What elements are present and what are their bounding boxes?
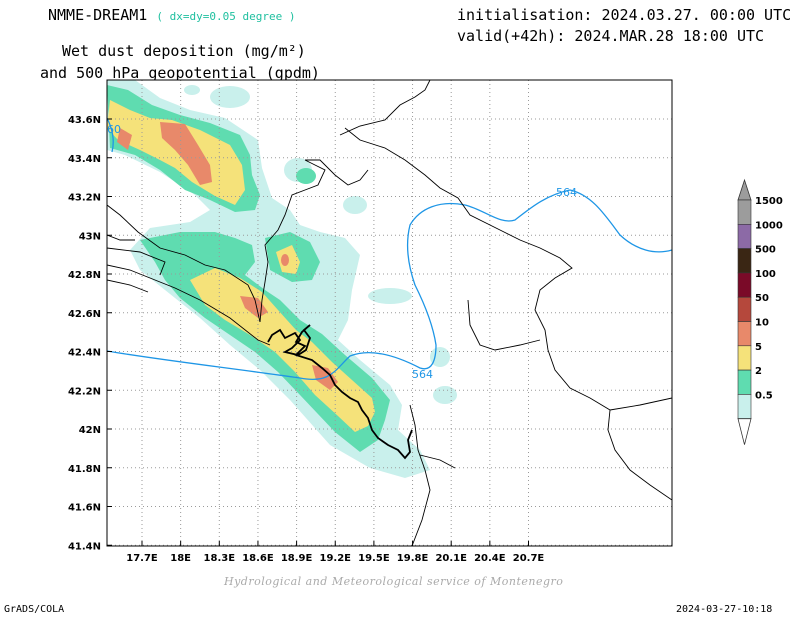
model-name: NMME-DREAM1 (48, 6, 148, 24)
graticule (107, 80, 672, 546)
lon-tick-label: 19.5E (358, 553, 390, 564)
legend-swatch (737, 321, 752, 347)
colorbar-legend: 1500 1000 500 100 50 10 5 2 0.5 (737, 178, 783, 445)
lat-tick-label: 42.2N (68, 386, 101, 397)
valid-time: valid(+42h): 2024.MAR.28 18:00 UTC (457, 27, 765, 45)
country-borders (107, 80, 672, 546)
title-line-2: and 500 hPa geopotential (gpdm) (40, 64, 320, 82)
montenegro-coastline (267, 324, 413, 460)
resolution-label: ( dx=dy=0.05 degree ) (156, 10, 296, 23)
lat-tick-label: 41.6N (68, 503, 101, 514)
contour-label-560-west: 60 (107, 123, 121, 136)
lon-tick-label: 20.1E (435, 553, 467, 564)
lon-tick-label: 19.2E (319, 553, 351, 564)
legend-label: 100 (755, 269, 776, 280)
legend-swatch (737, 345, 752, 371)
init-time: initialisation: 2024.03.27. 00:00 UTC (457, 6, 792, 24)
lon-tick-label: 18.3E (204, 553, 236, 564)
geopotential-contours (107, 117, 672, 380)
lat-tick-label: 43.2N (68, 193, 101, 204)
legend-label: 2 (755, 366, 762, 377)
legend-label: 10 (755, 318, 769, 329)
legend-label: 1500 (755, 196, 783, 207)
legend-arrow-top (737, 178, 752, 201)
lon-tick-label: 18.9E (281, 553, 313, 564)
lat-tick-label: 41.4N (68, 541, 101, 552)
legend-swatch (737, 199, 752, 225)
title-line-1: Wet dust deposition (mg/m²) (62, 42, 306, 60)
lon-tick-label: 18.6E (242, 553, 274, 564)
legend-swatch (737, 248, 752, 274)
credit-text: Hydrological and Meteorological service … (224, 575, 564, 588)
legend-swatch (737, 394, 752, 419)
lat-tick-label: 43N (79, 231, 101, 242)
lat-tick-label: 42.4N (68, 348, 101, 359)
legend-arrow-bottom (737, 418, 752, 445)
lon-tick-label: 20.4E (474, 553, 506, 564)
longitude-labels: 17.7E 18E 18.3E 18.6E 18.9E 19.2E 19.5E 19.8E 20… (126, 553, 544, 564)
lon-tick-label: 17.7E (126, 553, 158, 564)
contour-label-564-south: 564 (412, 368, 433, 381)
latitude-labels: 43.6N 43.4N 43.2N 43N 42.8N 42.6N 42.4N 42.2N 42… (68, 115, 101, 552)
legend-label: 1000 (755, 220, 783, 231)
lat-tick-label: 42N (79, 425, 101, 436)
legend-swatch (737, 272, 752, 298)
lat-tick-label: 41.8N (68, 464, 101, 475)
lon-tick-label: 20.7E (513, 553, 545, 564)
timestamp-label: 2024-03-27-10:18 (676, 604, 773, 615)
legend-swatch (737, 296, 752, 322)
software-label: GrADS/COLA (4, 604, 65, 615)
lon-tick-label: 18E (170, 553, 191, 564)
legend-swatch (737, 369, 752, 395)
legend-label: 50 (755, 293, 769, 304)
lat-tick-label: 43.4N (68, 154, 101, 165)
legend-label: 0.5 (755, 390, 773, 401)
lat-tick-label: 42.6N (68, 309, 101, 320)
contour-label-564-east: 564 (556, 186, 577, 199)
axis-ticks (107, 118, 529, 546)
legend-label: 500 (755, 245, 776, 256)
legend-label: 5 (755, 342, 762, 353)
legend-swatch (737, 224, 752, 249)
lat-tick-label: 42.8N (68, 270, 101, 281)
lon-tick-label: 19.8E (397, 553, 429, 564)
lat-tick-label: 43.6N (68, 115, 101, 126)
